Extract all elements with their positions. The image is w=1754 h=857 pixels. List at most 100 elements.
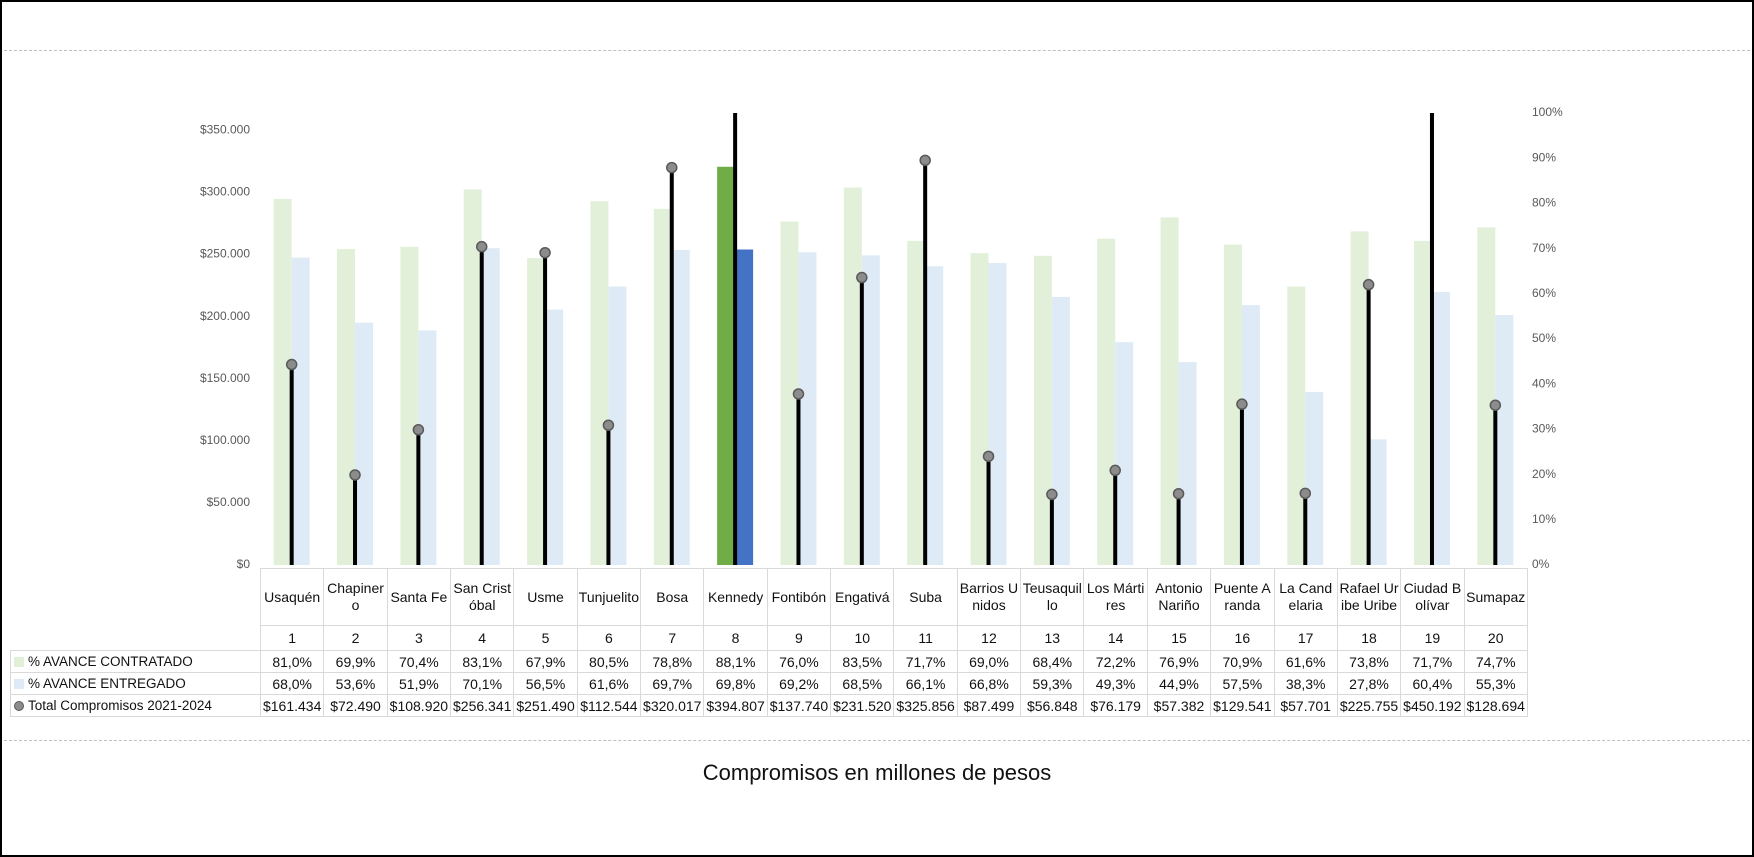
bar [925,266,944,565]
legend-key [14,701,24,712]
data-label: $57.382 [1146,694,1212,717]
category-code: 14 [1083,625,1148,651]
category-code: 8 [703,625,768,651]
data-label: 70,4% [386,650,452,673]
data-label: 81,0% [259,650,325,673]
data-label: 69,8% [703,672,768,695]
data-label: $57.701 [1273,694,1338,717]
stem-marker [666,161,678,174]
category-code: 9 [766,625,832,651]
blank-cell [10,568,261,626]
blank-cell [10,625,261,651]
bar [970,253,989,565]
bar [273,198,292,565]
legend-label: % AVANCE ENTREGADO [28,676,186,691]
data-label: 67,9% [513,650,578,673]
data-label: $112.544 [576,694,642,717]
x-tick-label: Sumapaz [1463,568,1528,626]
x-tick-label: Barrios Unidos [956,568,1022,626]
stem-marker [602,419,615,431]
bar [463,189,482,565]
category-code: 18 [1336,625,1402,651]
data-label: $137.740 [766,694,832,717]
x-tick-label: Engativá [830,568,895,626]
x-tick-label: San Cristóbal [450,568,515,626]
bar [653,208,672,565]
y2-tick-label: 80% [1532,196,1556,210]
bar [1097,238,1116,565]
bar [545,309,564,565]
data-label: 88,1% [703,650,768,673]
bar [717,166,736,565]
data-label: 59,3% [1020,672,1085,695]
category-code: 16 [1210,625,1275,651]
separator [4,740,1750,741]
bar [337,249,356,565]
data-label: 51,9% [386,672,452,695]
bar [418,330,437,565]
stem-marker [1046,488,1058,501]
data-label: $108.920 [386,694,452,717]
x-tick-label: Chapinero [323,568,388,626]
legend-key [14,679,24,690]
legend-entry: % AVANCE ENTREGADO [10,672,261,695]
x-tick-label: Teusaquillo [1020,568,1085,626]
stem-marker [1109,464,1121,477]
bar [1223,244,1242,565]
bar [861,255,880,565]
legend-entry: Total Compromisos 2021-2024 [10,694,261,717]
y2-tick-label: 30% [1532,422,1556,436]
category-code: 7 [640,625,705,651]
plot-area [273,113,1514,565]
y-tick-label: $200.000 [200,309,250,323]
category-code: 19 [1400,625,1465,651]
y2-tick-label: 0% [1532,557,1550,570]
bar [780,221,799,565]
data-label: 69,7% [640,672,705,695]
stem-marker [285,358,298,371]
data-label: 55,3% [1463,672,1528,695]
bar [1350,231,1369,565]
data-label: 76,9% [1146,650,1212,673]
category-code: 17 [1273,625,1338,651]
stem-marker [856,271,868,284]
data-label: 38,3% [1273,672,1338,695]
category-row: Usaquén Chapinero Santa Fe San Cristóbal Usm… [10,568,1528,626]
stem-marker [539,246,551,259]
data-label: $325.856 [893,694,958,717]
legend-label: Total Compromisos 2021-2024 [28,698,212,713]
bar [590,201,609,565]
y2-tick-label: 20% [1532,467,1556,481]
data-label: 70,1% [450,672,515,695]
stem-marker [919,154,931,167]
bar [527,258,546,565]
y-tick-label: $50.000 [207,495,251,509]
data-label: 66,8% [956,672,1022,695]
series-row: % AVANCE ENTREGADO 68,0% 53,6% 51,9% 70,1% 56… [10,672,1528,695]
data-label: 53,6% [323,672,388,695]
data-label: 68,5% [830,672,895,695]
data-label: 68,0% [259,672,325,695]
data-label: $76.179 [1083,694,1148,717]
data-label: 68,4% [1020,650,1085,673]
category-code: 15 [1146,625,1212,651]
bar [1431,291,1450,565]
data-label: $225.755 [1336,694,1402,717]
data-label: 71,7% [893,650,958,673]
bar [1477,227,1496,565]
bar [1051,296,1070,565]
bar [1033,255,1052,565]
legend-label: % AVANCE CONTRATADO [28,654,193,669]
x-tick-label: Suba [893,568,958,626]
data-label: 70,9% [1210,650,1275,673]
data-label: $87.499 [956,694,1022,717]
category-code: 20 [1463,625,1528,651]
data-label: 80,5% [576,650,642,673]
data-label: $394.807 [703,694,768,717]
data-label: $129.541 [1210,694,1275,717]
bar [907,240,926,565]
separator [4,50,1750,51]
y-tick-label: $150.000 [200,371,250,385]
data-label: 44,9% [1146,672,1212,695]
